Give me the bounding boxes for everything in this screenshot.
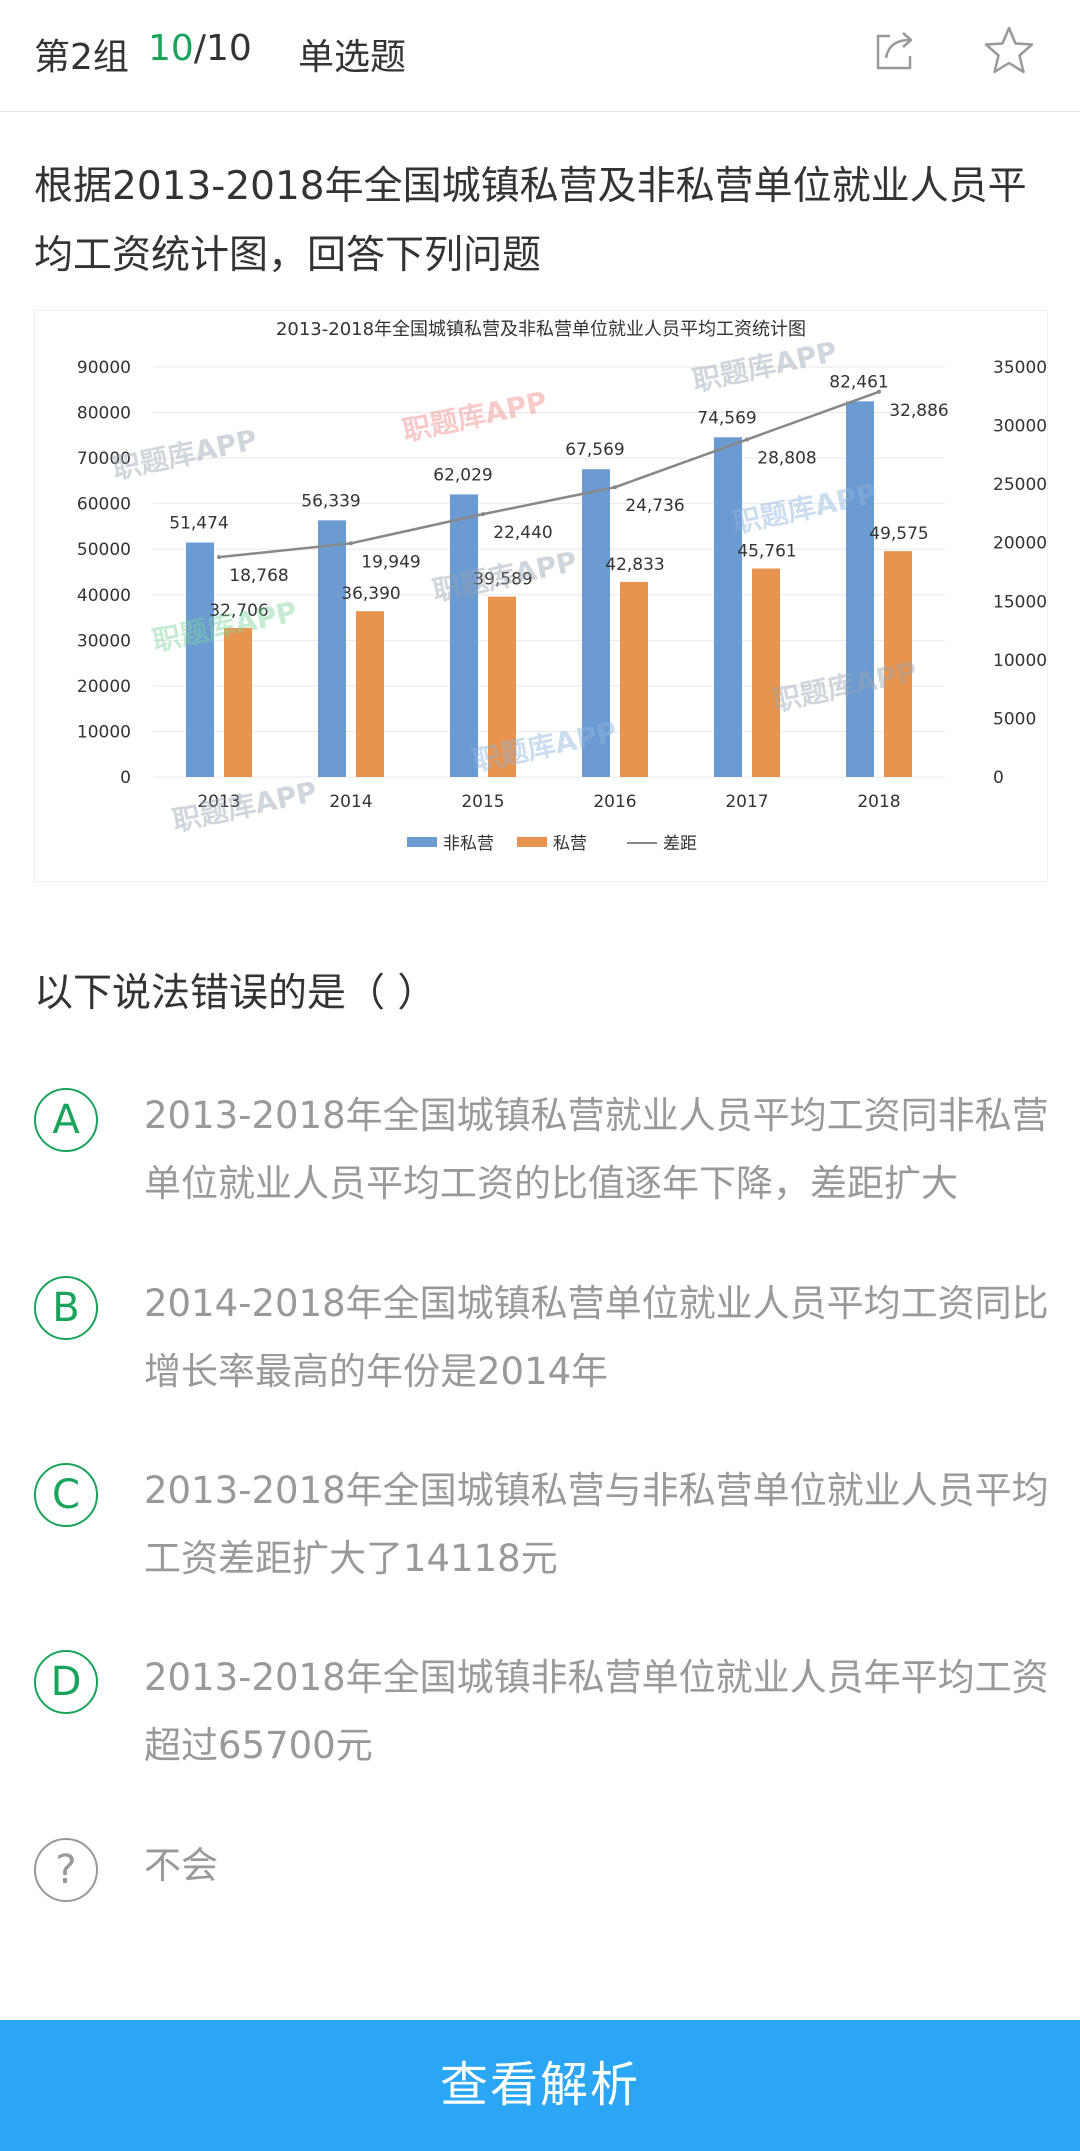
bar-data-label: 82,461 [829,372,888,392]
top-bar: 第2组 10/10 单选题 [0,0,1080,112]
line-data-label: 32,886 [889,401,948,421]
chart-labels: 51,474 56,339 62,029 67,569 74,569 82,461 32,7… [169,372,948,621]
line-point [613,485,617,490]
y-right-tick-label: 10000 [993,651,1047,671]
bar-私营 [224,628,252,777]
line-data-label: 18,768 [229,566,288,586]
line-data-label: 19,949 [361,552,420,572]
bar-私营 [356,611,384,777]
legend-label: 差距 [663,834,697,854]
legend-swatch [517,837,547,847]
bar-非私营 [186,542,214,777]
bar-私营 [884,551,912,777]
y-left-tick-label: 60000 [77,495,131,515]
bar-非私营 [846,401,874,777]
bar-data-label: 36,390 [341,584,400,604]
line-point [481,512,485,517]
x-tick-label: 2015 [461,792,504,812]
question-progress: 10/10 [148,28,252,69]
watermark: 职题库APP [400,385,550,448]
chart-bars [186,401,912,777]
bar-data-label: 67,569 [565,440,624,460]
x-tick-label: 2013 [197,792,240,812]
question-mark-icon: ? [34,1838,98,1902]
y-left-tick-label: 40000 [77,586,131,606]
chart-axes: 0100002000030000400005000060000700008000… [77,358,1047,812]
option-a-text: 2013-2018年全国城镇私营就业人员平均工资同非私营单位就业人员平均工资的比… [144,1094,1049,1205]
bar-非私营 [318,520,346,777]
y-left-tick-label: 30000 [77,631,131,651]
bar-data-label: 42,833 [605,555,664,575]
progress-current: 10 [148,28,194,69]
line-data-label: 24,736 [625,496,684,516]
legend-swatch [407,837,437,847]
star-icon[interactable] [982,24,1036,78]
y-right-tick-label: 5000 [993,709,1036,729]
bar-data-label: 51,474 [169,514,228,534]
chart-line [217,389,881,560]
line-差距 [218,390,880,559]
watermark: 职题库APP [690,335,840,398]
bar-私营 [620,581,648,777]
question-prompt: 以下说法错误的是（ ） [34,971,437,1016]
y-left-tick-label: 80000 [77,404,131,424]
bar-data-label: 49,575 [869,524,928,544]
dont-know-text: 不会 [144,1844,218,1887]
chart-legend: 非私营 私营 差距 [407,834,697,854]
option-d-text: 2013-2018年全国城镇非私营单位就业人员年平均工资超过65700元 [144,1656,1049,1767]
chart-container: 2013-2018年全国城镇私营及非私营单位就业人员平均工资统计图 51,474… [34,310,1048,882]
watermark: 职题库APP [170,775,320,838]
y-left-tick-label: 10000 [77,722,131,742]
line-point [745,437,749,442]
y-right-tick-label: 30000 [993,417,1047,437]
line-point [877,389,881,394]
x-tick-label: 2018 [857,792,900,812]
bar-非私营 [714,437,742,777]
x-tick-label: 2014 [329,792,372,812]
bar-data-label: 45,761 [737,542,796,562]
y-right-tick-label: 35000 [993,358,1047,378]
bar-非私营 [450,494,478,777]
option-b-badge: B [34,1276,98,1340]
option-d-badge: D [34,1650,98,1714]
line-data-label: 28,808 [757,449,816,469]
bar-私营 [488,596,516,777]
y-left-tick-label: 70000 [77,449,131,469]
share-icon[interactable] [870,26,918,74]
question-type-label: 单选题 [298,37,407,78]
view-analysis-button[interactable]: 查看解析 [0,2020,1080,2151]
line-point [349,541,353,546]
option-c-badge: C [34,1463,98,1527]
bar-data-label: 32,706 [209,601,268,621]
chart-title: 2013-2018年全国城镇私营及非私营单位就业人员平均工资统计图 [276,319,806,340]
y-right-tick-label: 25000 [993,475,1047,495]
line-data-label: 22,440 [493,523,552,543]
x-tick-label: 2017 [725,792,768,812]
x-tick-label: 2016 [593,792,636,812]
option-b-text: 2014-2018年全国城镇私营单位就业人员平均工资同比增长率最高的年份是201… [144,1282,1049,1393]
y-left-tick-label: 0 [120,768,131,788]
bar-data-label: 56,339 [301,491,360,511]
bar-data-label: 39,589 [473,570,532,590]
question-stem: 根据2013-2018年全国城镇私营及非私营单位就业人员平均工资统计图，回答下列… [34,164,1027,278]
y-right-tick-label: 15000 [993,592,1047,612]
y-right-tick-label: 20000 [993,534,1047,554]
bar-data-label: 62,029 [433,465,492,485]
group-label: 第2组 [34,37,129,78]
bar-data-label: 74,569 [697,408,756,428]
y-left-tick-label: 90000 [77,358,131,378]
bar-非私营 [582,469,610,777]
option-a-badge: A [34,1088,98,1152]
watermark: 职题库APP [110,423,260,486]
legend-label: 私营 [553,834,587,854]
y-right-tick-label: 0 [993,768,1004,788]
salary-chart: 2013-2018年全国城镇私营及非私营单位就业人员平均工资统计图 51,474… [77,319,1047,854]
y-left-tick-label: 50000 [77,540,131,560]
bar-私营 [752,568,780,777]
line-point [217,555,221,560]
legend-label: 非私营 [443,834,494,854]
y-left-tick-label: 20000 [77,677,131,697]
progress-total: /10 [193,28,252,69]
option-c-text: 2013-2018年全国城镇私营与非私营单位就业人员平均工资差距扩大了14118… [144,1469,1049,1580]
